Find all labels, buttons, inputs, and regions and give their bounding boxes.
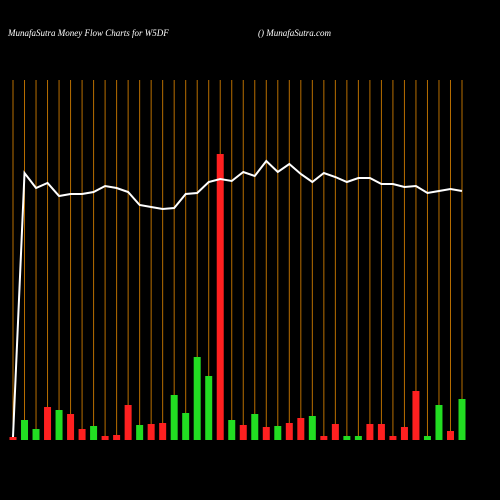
bar — [389, 436, 397, 440]
bar — [216, 154, 224, 440]
bar — [377, 424, 385, 440]
bar — [400, 427, 408, 440]
bar — [239, 425, 247, 440]
bar — [446, 431, 454, 440]
chart-title: MunafaSutra Money Flow Charts for W5DF — [7, 28, 169, 38]
bar — [343, 436, 351, 440]
bar — [331, 424, 339, 440]
bar — [458, 399, 466, 440]
chart-subtitle: () MunafaSutra.com — [258, 28, 331, 38]
bar — [55, 410, 63, 440]
bar — [32, 429, 40, 440]
bar — [170, 395, 178, 440]
bar — [285, 423, 293, 440]
bar — [366, 424, 374, 440]
price-line — [12, 159, 463, 438]
bar — [21, 420, 29, 440]
bar — [78, 429, 86, 440]
bar — [90, 426, 98, 440]
bar — [354, 436, 362, 440]
bar — [435, 405, 443, 440]
bar — [274, 426, 282, 440]
bar — [67, 414, 75, 440]
bar — [262, 427, 270, 440]
bar — [228, 420, 236, 440]
bar — [251, 414, 259, 440]
bar — [297, 418, 305, 440]
bar — [320, 436, 328, 440]
bar — [9, 437, 17, 440]
bar — [159, 423, 167, 440]
bar — [44, 407, 52, 440]
bar — [136, 425, 144, 440]
bar — [193, 357, 201, 440]
bar — [101, 436, 109, 440]
bar — [308, 416, 316, 440]
bar — [113, 435, 121, 440]
bar — [182, 413, 190, 440]
bar — [423, 436, 431, 440]
bar — [124, 405, 132, 440]
bar — [147, 424, 155, 440]
bar — [412, 391, 420, 440]
bar — [205, 376, 213, 440]
